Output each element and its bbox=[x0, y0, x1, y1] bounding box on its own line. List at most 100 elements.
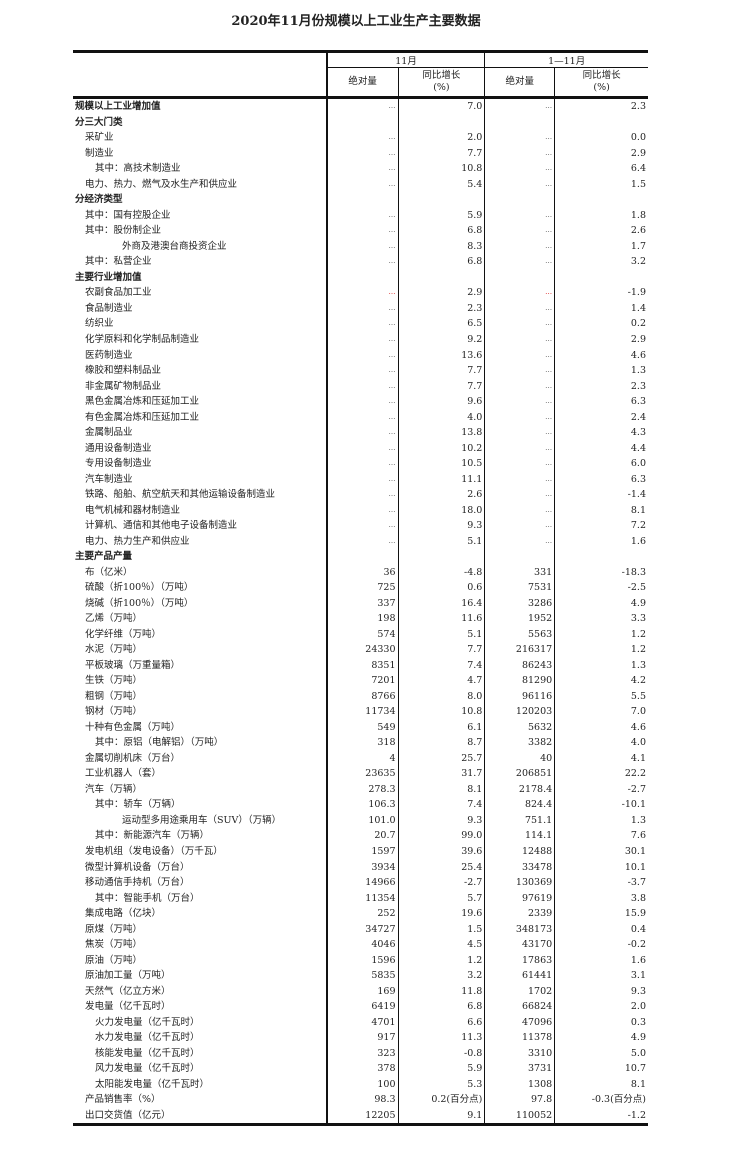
cell-yoy-jan-nov: 7.0 bbox=[554, 704, 648, 720]
cell-yoy-jan-nov: -1.2 bbox=[554, 1107, 648, 1127]
cell-yoy-nov: 2.9 bbox=[397, 285, 485, 301]
cell-abs-jan-nov: 114.1 bbox=[484, 828, 555, 844]
cell-abs-nov: 36 bbox=[325, 564, 399, 580]
cell-yoy-nov: 5.4 bbox=[397, 176, 485, 193]
row-label: 规模以上工业增加值 bbox=[75, 101, 161, 113]
cell-yoy-nov: 9.1 bbox=[397, 1107, 485, 1127]
cell-yoy-jan-nov: 1.3 bbox=[554, 362, 648, 379]
row-label: 平板玻璃（万重量箱） bbox=[85, 659, 181, 671]
cell-yoy-nov: 9.3 bbox=[397, 812, 485, 829]
row-label: 电力、热力生产和供应业 bbox=[85, 535, 190, 547]
table-row: 微型计算机设备（万台） 3934 25.4 33478 10.1 bbox=[73, 859, 648, 875]
cell-abs-jan-nov: 751.1 bbox=[484, 812, 555, 829]
page-title: 2020年11月份规模以上工业生产主要数据 bbox=[231, 14, 481, 29]
cell-yoy-jan-nov: 4.9 bbox=[554, 595, 648, 612]
cell-yoy-nov: 99.0 bbox=[397, 828, 485, 844]
cell-yoy-nov: 8.7 bbox=[397, 735, 485, 751]
cell-yoy-jan-nov: 6.3 bbox=[554, 471, 648, 487]
cell-yoy-nov: -4.8 bbox=[397, 564, 485, 580]
cell-yoy-nov: 7.7 bbox=[397, 362, 485, 379]
cell-yoy-jan-nov: 15.9 bbox=[554, 905, 648, 922]
cell-abs-jan-nov: 97619 bbox=[484, 890, 555, 906]
cell-yoy-jan-nov: 2.4 bbox=[554, 409, 648, 425]
table-row: 其中：国有控股企业… 5.9… 1.8 bbox=[73, 207, 648, 224]
row-label: 原油加工量（万吨） bbox=[85, 970, 171, 982]
table-row: 天然气（亿立方米） 169 11.8 1702 9.3 bbox=[73, 983, 648, 999]
cell-yoy-nov: 4.0 bbox=[397, 409, 485, 425]
row-label: 医药制造业 bbox=[85, 349, 133, 361]
cell-yoy-nov: 4.7 bbox=[397, 673, 485, 689]
cell-yoy-nov: 13.8 bbox=[397, 424, 485, 441]
cell-yoy-nov: 13.6 bbox=[397, 347, 485, 363]
cell-abs-jan-nov: … bbox=[484, 223, 555, 239]
cell-abs-jan-nov: … bbox=[484, 393, 555, 410]
cell-abs-nov: … bbox=[325, 517, 399, 534]
cell-yoy-jan-nov: 1.3 bbox=[554, 812, 648, 829]
header-abs-2: 绝对量 bbox=[484, 67, 555, 99]
cell-yoy-jan-nov: -2.5 bbox=[554, 579, 648, 596]
cell-abs-jan-nov: … bbox=[484, 130, 555, 146]
cell-yoy-nov: 6.8 bbox=[397, 998, 485, 1015]
row-label: 集成电路（亿块） bbox=[85, 908, 162, 920]
table-row: 水泥（万吨） 24330 7.7 216317 1.2 bbox=[73, 642, 648, 658]
cell-yoy-nov: 7.4 bbox=[397, 797, 485, 813]
cell-yoy-jan-nov: 0.4 bbox=[554, 921, 648, 937]
table-row: 化学原料和化学制品制造业… 9.2… 2.9 bbox=[73, 331, 648, 348]
cell-yoy-jan-nov bbox=[554, 269, 648, 286]
cell-abs-jan-nov: … bbox=[484, 440, 555, 456]
cell-yoy-nov: 2.0 bbox=[397, 130, 485, 146]
row-label: 制造业 bbox=[85, 147, 114, 159]
table-row: 非金属矿物制品业… 7.7… 2.3 bbox=[73, 378, 648, 394]
cell-abs-nov: 4 bbox=[325, 750, 399, 767]
cell-abs-jan-nov: … bbox=[484, 455, 555, 472]
cell-yoy-nov: 7.4 bbox=[397, 657, 485, 674]
row-label: 火力发电量（亿千瓦时） bbox=[95, 1016, 200, 1028]
table-row: 风力发电量（亿千瓦时） 378 5.9 3731 10.7 bbox=[73, 1060, 648, 1077]
table-row: 金属制品业… 13.8… 4.3 bbox=[73, 424, 648, 441]
cell-yoy-nov: 31.7 bbox=[397, 766, 485, 782]
table-row: 其中：新能源汽车（万辆） 20.7 99.0 114.1 7.6 bbox=[73, 828, 648, 844]
header-yoy-label: 同比增长 bbox=[422, 70, 461, 81]
row-label: 移动通信手持机（万台） bbox=[85, 877, 190, 889]
row-label: 食品制造业 bbox=[85, 302, 133, 314]
row-label: 原油（万吨） bbox=[85, 954, 143, 966]
cell-yoy-jan-nov: -1.4 bbox=[554, 486, 648, 503]
cell-abs-jan-nov: 3310 bbox=[484, 1045, 555, 1061]
header-period-november: 11月 bbox=[325, 50, 485, 68]
cell-abs-jan-nov: 86243 bbox=[484, 657, 555, 674]
cell-yoy-jan-nov: -2.7 bbox=[554, 781, 648, 798]
cell-yoy-nov: 8.1 bbox=[397, 781, 485, 798]
cell-abs-jan-nov bbox=[484, 548, 555, 565]
cell-yoy-nov: 6.1 bbox=[397, 719, 485, 736]
cell-abs-nov: … bbox=[325, 161, 399, 177]
table-row: 原油（万吨） 1596 1.2 17863 1.6 bbox=[73, 952, 648, 968]
cell-yoy-nov: -2.7 bbox=[397, 874, 485, 891]
cell-yoy-jan-nov: 5.5 bbox=[554, 688, 648, 705]
table-row: 核能发电量（亿千瓦时） 323 -0.8 3310 5.0 bbox=[73, 1045, 648, 1061]
table-row: 化学纤维（万吨） 574 5.1 5563 1.2 bbox=[73, 626, 648, 643]
cell-yoy-nov: 10.8 bbox=[397, 704, 485, 720]
row-label: 非金属矿物制品业 bbox=[85, 380, 162, 392]
header-period-jan-nov: 1—11月 bbox=[484, 50, 648, 68]
row-label: 烧碱（折100％）（万吨） bbox=[85, 597, 194, 609]
cell-abs-jan-nov: … bbox=[484, 517, 555, 534]
row-label: 其中：私营企业 bbox=[85, 256, 152, 268]
table-row: 电力、热力、燃气及水生产和供应业… 5.4… 1.5 bbox=[73, 176, 648, 193]
cell-abs-nov: 7201 bbox=[325, 673, 399, 689]
cell-yoy-nov: -0.8 bbox=[397, 1045, 485, 1061]
row-label: 水泥（万吨） bbox=[85, 644, 143, 656]
cell-abs-jan-nov: 110052 bbox=[484, 1107, 555, 1127]
cell-abs-nov: … bbox=[325, 130, 399, 146]
row-label: 产品销售率（%） bbox=[85, 1094, 161, 1106]
row-label: 天然气（亿立方米） bbox=[85, 985, 171, 997]
cell-abs-nov bbox=[325, 269, 399, 286]
cell-abs-jan-nov: … bbox=[484, 238, 555, 255]
row-label: 采矿业 bbox=[85, 132, 114, 144]
table-row: 黑色金属冶炼和压延加工业… 9.6… 6.3 bbox=[73, 393, 648, 410]
cell-abs-nov bbox=[325, 114, 399, 131]
table-row: 发电量（亿千瓦时） 6419 6.8 66824 2.0 bbox=[73, 998, 648, 1015]
cell-abs-nov: 378 bbox=[325, 1060, 399, 1077]
table-row: 纺织业… 6.5… 0.2 bbox=[73, 316, 648, 332]
row-label: 汽车（万辆） bbox=[85, 783, 143, 795]
cell-abs-jan-nov: … bbox=[484, 254, 555, 270]
